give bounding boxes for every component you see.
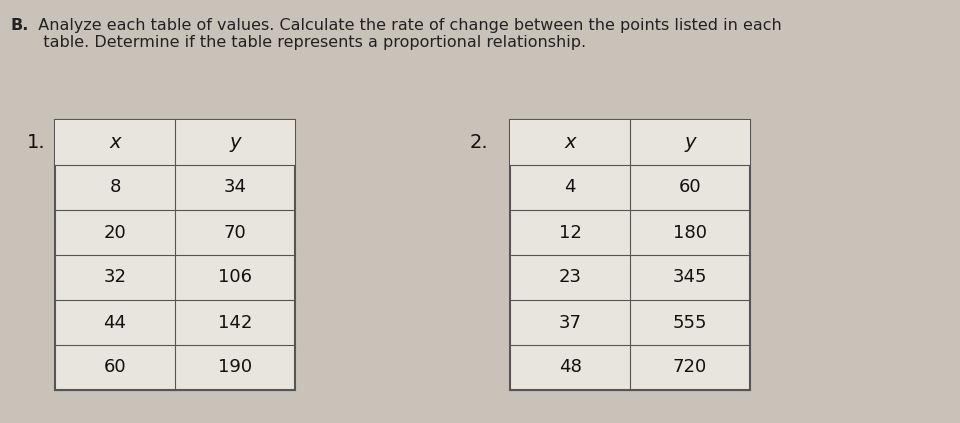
Text: 12: 12 [559,223,582,242]
Text: B.: B. [10,18,29,33]
Text: 20: 20 [104,223,127,242]
Text: 32: 32 [104,269,127,286]
Text: x: x [109,133,121,152]
Text: 44: 44 [104,313,127,332]
Text: 4: 4 [564,179,576,197]
Text: 106: 106 [218,269,252,286]
Text: 142: 142 [218,313,252,332]
Text: Analyze each table of values. Calculate the rate of change between the points li: Analyze each table of values. Calculate … [28,18,781,50]
Text: 37: 37 [559,313,582,332]
Text: 70: 70 [224,223,247,242]
Text: 60: 60 [104,359,127,376]
Text: 48: 48 [559,359,582,376]
Text: y: y [684,133,696,152]
Bar [510,120,750,165]
Text: x: x [564,133,576,152]
Text: 34: 34 [224,179,247,197]
Bar [55,120,295,390]
Text: 720: 720 [673,359,708,376]
Text: 2.: 2. [470,133,489,152]
Text: y: y [229,133,241,152]
Text: 1.: 1. [27,133,46,152]
Text: 190: 190 [218,359,252,376]
Text: 23: 23 [559,269,582,286]
Text: 555: 555 [673,313,708,332]
Text: 180: 180 [673,223,707,242]
Text: 60: 60 [679,179,702,197]
Text: 8: 8 [109,179,121,197]
Bar [510,120,750,390]
Bar [55,120,295,165]
Text: 345: 345 [673,269,708,286]
